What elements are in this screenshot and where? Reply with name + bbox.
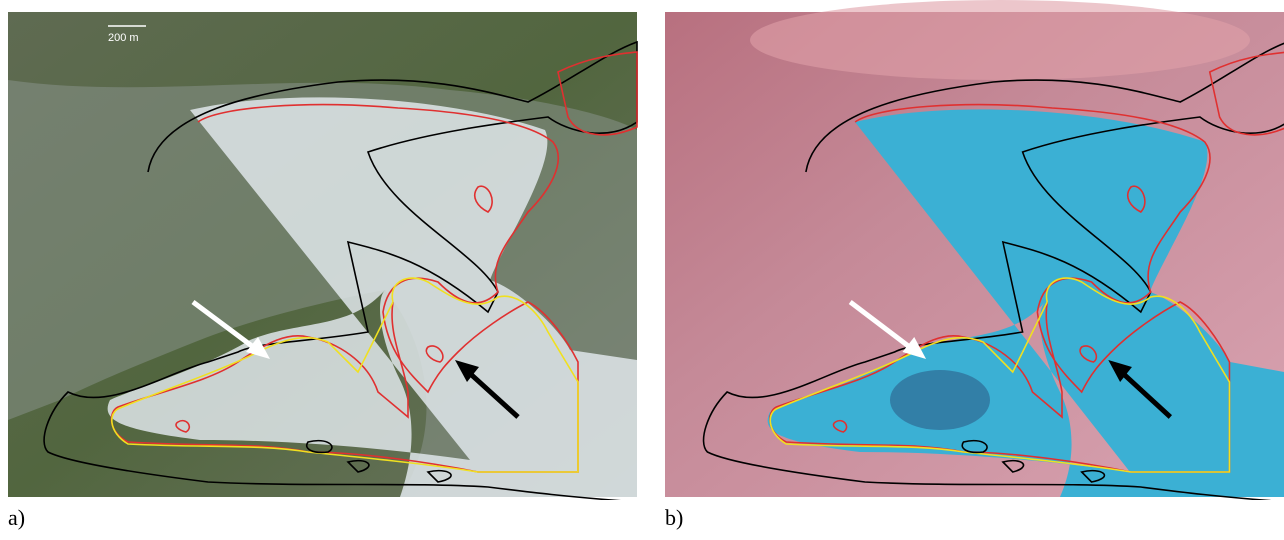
panel-a: 200 m: [8, 12, 638, 500]
scale-bar-label: 200 m: [108, 32, 139, 44]
panel-b: [665, 0, 1284, 500]
images: 200 m: [8, 0, 1284, 500]
panel-label: a): [8, 505, 26, 530]
panel-label: b): [665, 505, 684, 530]
